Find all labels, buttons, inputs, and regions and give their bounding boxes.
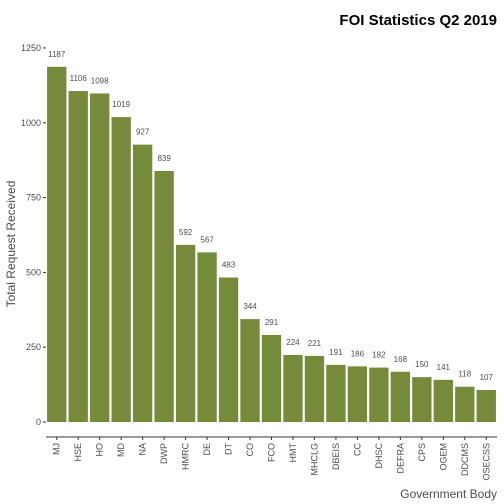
data-label-osecss: 107 <box>480 373 494 382</box>
data-label-co: 344 <box>243 302 257 311</box>
data-label-mj: 1187 <box>48 50 66 59</box>
bar-fco <box>261 334 282 423</box>
data-label-ogem: 141 <box>437 363 451 372</box>
bar-hmrc <box>175 244 196 423</box>
bar-osecss <box>476 390 496 423</box>
data-label-na: 927 <box>136 128 150 137</box>
data-label-mhclg: 221 <box>308 339 322 348</box>
bar-dbeis <box>326 364 346 423</box>
x-tick-label: HSE <box>73 443 83 462</box>
bar-mhclg <box>304 355 325 423</box>
y-tick-label: 500 <box>26 267 41 277</box>
x-tick-label: OGEM <box>438 443 448 471</box>
bar-de <box>197 252 217 423</box>
data-label-ddcms: 118 <box>458 370 471 379</box>
x-tick-label: HO <box>95 443 105 457</box>
bars <box>47 66 496 423</box>
data-label-hse: 1106 <box>70 74 88 83</box>
data-label-md: 1019 <box>112 100 130 109</box>
bar-hse <box>68 91 88 423</box>
data-label-ho: 1098 <box>91 76 109 85</box>
bar-dhsc <box>369 367 389 423</box>
data-label-cc: 186 <box>351 349 365 358</box>
x-tick-label: CPS <box>417 443 427 462</box>
x-tick-label: MD <box>116 443 126 457</box>
chart-title: FOI Statistics Q2 2019 <box>339 12 497 29</box>
bar-dt <box>218 277 239 423</box>
bar-ho <box>90 93 110 423</box>
x-tick-label: CO <box>245 443 255 457</box>
x-tick-label: DEFRA <box>395 443 405 474</box>
bar-ogem <box>433 379 453 423</box>
x-tick-label: DE <box>202 443 212 456</box>
x-tick-label: HMRC <box>181 443 191 470</box>
data-label-dbeis: 191 <box>329 348 343 357</box>
x-tick-label: DT <box>224 443 234 455</box>
y-tick-label: 0 <box>36 417 41 427</box>
y-tick-label: 1000 <box>21 118 41 128</box>
bar-cps <box>412 377 432 423</box>
y-tick-label: 250 <box>26 342 41 352</box>
bar-cc <box>347 366 368 423</box>
y-tick-label: 1250 <box>21 43 41 53</box>
data-label-defra: 168 <box>394 355 408 364</box>
x-tick-label: DBEIS <box>331 443 341 470</box>
x-tick-label: DHSC <box>374 443 384 469</box>
data-label-cps: 150 <box>415 360 429 369</box>
data-label-dhsc: 182 <box>372 351 386 360</box>
x-tick-label: FCO <box>267 443 277 462</box>
bar-ddcms <box>455 386 475 423</box>
x-tick-label: NA <box>138 443 148 456</box>
data-label-dt: 483 <box>222 260 236 269</box>
bar-na <box>132 144 153 423</box>
data-label-fco: 291 <box>265 318 279 327</box>
bar-defra <box>390 371 411 423</box>
bar-dwp <box>154 170 174 423</box>
data-label-hmrc: 592 <box>179 228 193 237</box>
data-label-de: 567 <box>200 235 214 244</box>
y-tick-label: 750 <box>26 193 41 203</box>
x-tick-label: CC <box>352 443 362 456</box>
bar-mj <box>47 66 67 423</box>
data-label-dwp: 839 <box>157 154 171 163</box>
x-axis: MJ HSE HO MD NA DWP HMRC DE DT CO FCO HMT MHCLG DBEIS… <box>52 437 491 481</box>
data-label-hmt: 224 <box>286 338 300 347</box>
bar-hmt <box>283 355 303 423</box>
x-tick-label: DWP <box>159 443 169 464</box>
y-axis: 0 250 500 750 1000 1250 <box>21 43 46 427</box>
x-axis-label: Government Body <box>400 487 497 501</box>
x-tick-label: DDCMS <box>460 443 470 476</box>
y-axis-label: Total Request Received <box>4 181 18 308</box>
x-tick-label: OSECSS <box>481 443 491 481</box>
x-tick-label: MHCLG <box>309 443 319 476</box>
data-labels: 1187 1106 1098 1019 927 839 592 567 483 344 291 224… <box>48 50 493 382</box>
bar-co <box>240 319 260 423</box>
bar-md <box>111 117 131 423</box>
x-tick-label: HMT <box>288 443 298 463</box>
x-tick-label: MJ <box>52 443 62 455</box>
